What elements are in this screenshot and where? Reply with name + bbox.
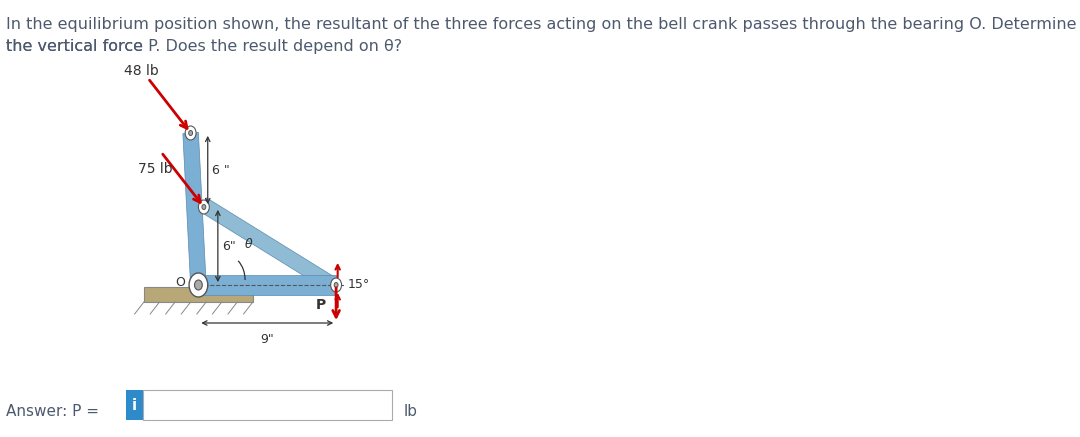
Text: In the equilibrium position shown, the resultant of the three forces acting on t: In the equilibrium position shown, the r… xyxy=(6,17,1077,32)
Circle shape xyxy=(194,280,202,290)
Circle shape xyxy=(199,200,210,214)
FancyBboxPatch shape xyxy=(144,390,392,420)
Text: 6": 6" xyxy=(221,239,235,253)
Text: Answer: P =: Answer: P = xyxy=(6,403,104,419)
Text: 9": 9" xyxy=(260,333,274,346)
Circle shape xyxy=(334,282,338,288)
Circle shape xyxy=(330,278,341,292)
Circle shape xyxy=(185,126,197,140)
Circle shape xyxy=(202,205,206,209)
Polygon shape xyxy=(183,132,206,286)
Circle shape xyxy=(189,273,207,297)
Text: 15°: 15° xyxy=(348,278,370,291)
Text: θ: θ xyxy=(245,239,253,252)
Polygon shape xyxy=(201,198,336,292)
Text: the vertical force P. Does the result depend on θ?: the vertical force P. Does the result de… xyxy=(6,39,403,54)
Polygon shape xyxy=(199,275,336,295)
Text: i: i xyxy=(132,398,137,413)
FancyBboxPatch shape xyxy=(126,390,144,420)
Text: 75 lb: 75 lb xyxy=(138,162,173,176)
Bar xyxy=(144,287,253,302)
Text: 48 lb: 48 lb xyxy=(124,64,159,78)
Text: lb: lb xyxy=(404,403,418,419)
Text: 6 ": 6 " xyxy=(212,163,229,177)
Text: O: O xyxy=(175,277,185,289)
Text: P: P xyxy=(315,298,326,312)
Text: the vertical force: the vertical force xyxy=(6,39,148,54)
Circle shape xyxy=(189,131,192,135)
